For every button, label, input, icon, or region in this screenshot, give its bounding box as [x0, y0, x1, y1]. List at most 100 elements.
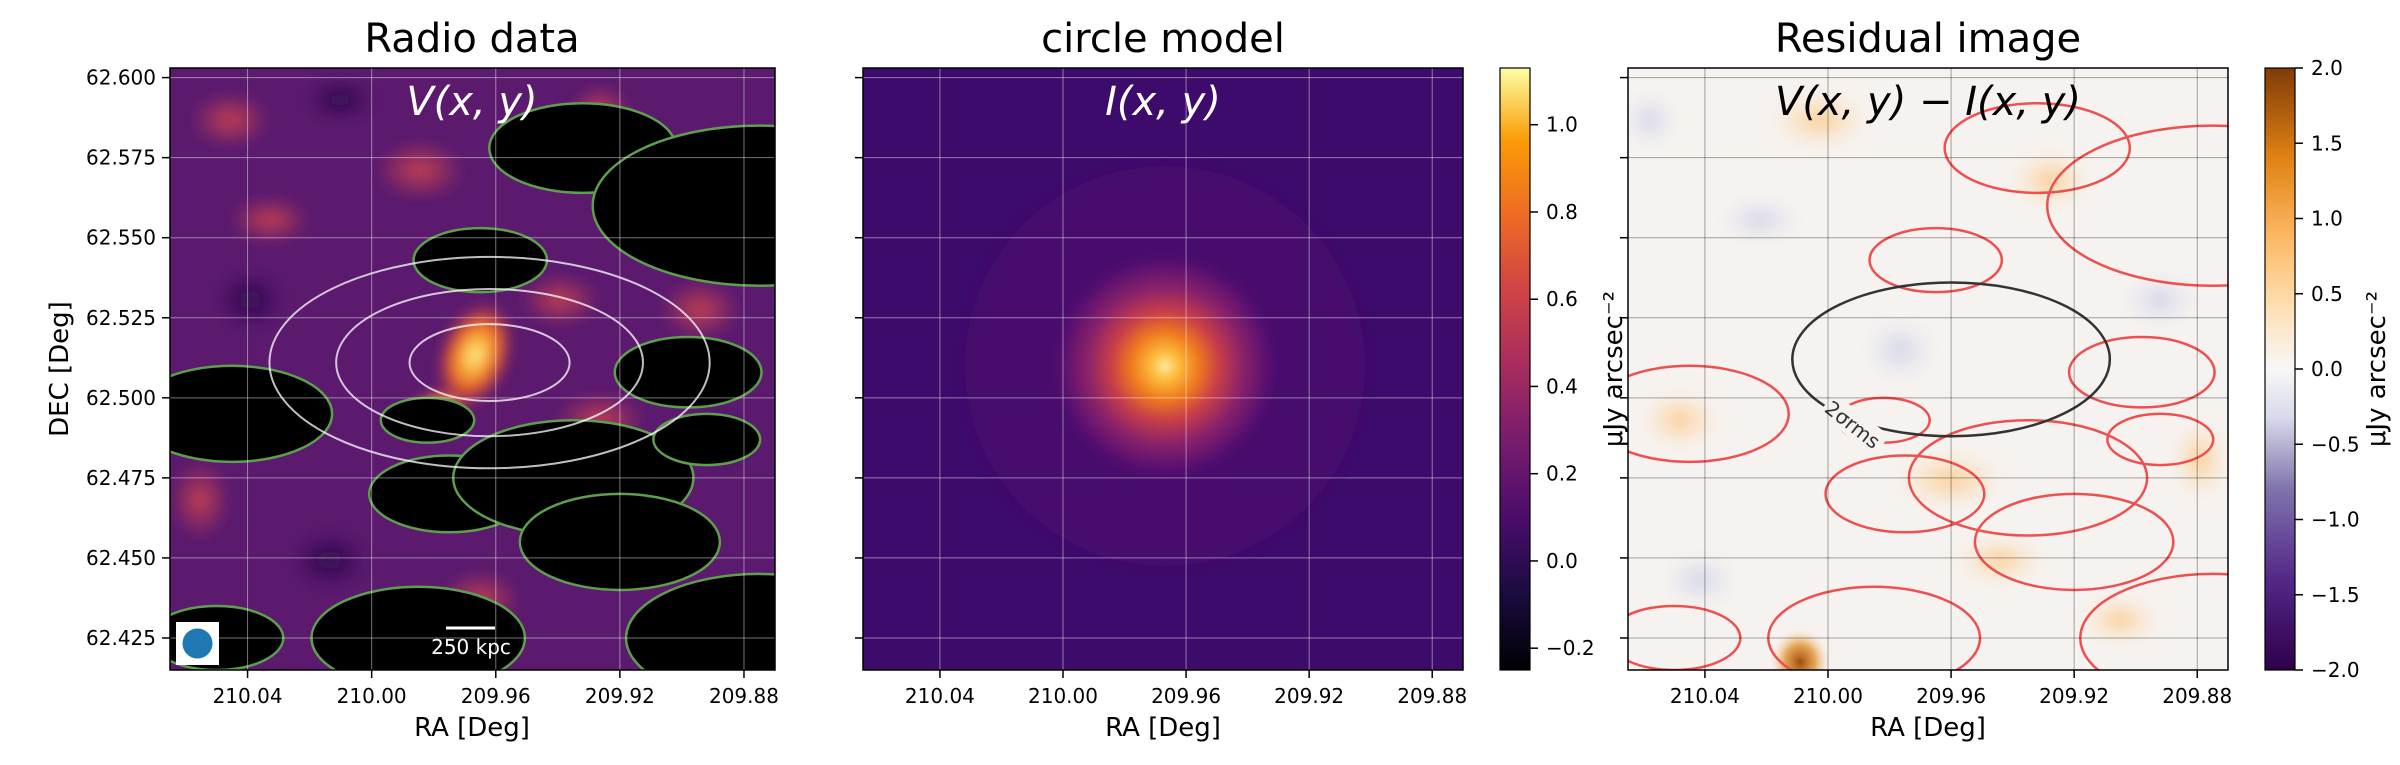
colorbar-tick-label: 1.5 — [2311, 131, 2343, 155]
sigma-contour-circle — [1791, 281, 2112, 438]
panel2-title: circle model — [1041, 16, 1285, 62]
masked-source — [652, 412, 762, 467]
panel3-title: Residual image — [1775, 16, 2081, 62]
x-tick-label: 209.96 — [1151, 684, 1221, 708]
panel1-frame — [169, 67, 776, 671]
panel2-grid — [863, 68, 1463, 670]
panel1-x-label: RA [Deg] — [414, 713, 530, 743]
mask-contour — [1943, 101, 2132, 195]
colorbar-model: −0.2 0.0 0.2 0.4 0.6 0.8 1.0 — [1499, 67, 1595, 671]
mask-contour — [1628, 364, 1790, 464]
y-tick-label: 62.600 — [86, 66, 156, 90]
mask-contour — [1973, 492, 2175, 592]
x-tick-label: 210.00 — [1028, 684, 1098, 708]
colorbar-tick-label: 1.0 — [1546, 113, 1578, 137]
colorbar-tick-label: −1.0 — [2311, 508, 2360, 532]
colorbar-tick-label: 0.4 — [1546, 374, 1578, 398]
y-tick-label: 62.500 — [86, 386, 156, 410]
panel1-x-axis: 210.04 210.00 209.96 209.92 209.88 — [213, 670, 779, 708]
x-tick-label: 209.88 — [1397, 684, 1467, 708]
masked-source — [591, 124, 775, 287]
x-tick-label: 210.04 — [213, 684, 283, 708]
residual-hotspot — [1770, 628, 1830, 670]
y-tick-label: 62.575 — [86, 146, 156, 170]
panel2-y-ticks — [855, 76, 863, 639]
x-tick-label: 209.92 — [585, 684, 655, 708]
colorbar-tick-label: −2.0 — [2311, 658, 2360, 682]
mask-contour — [2106, 412, 2215, 467]
colorbar-residual: −2.0 −1.5 −1.0 −0.5 0.0 0.5 1.0 1.5 2.0 μJy arcs… — [2264, 56, 2392, 682]
x-tick-label: 209.96 — [461, 684, 531, 708]
x-tick-label: 210.00 — [1793, 684, 1863, 708]
panel3-x-axis: 210.04 210.00 209.96 209.92 209.88 — [1670, 670, 2232, 708]
x-tick-label: 210.04 — [1670, 684, 1740, 708]
mask-contour — [1868, 226, 2004, 294]
contour-ring — [335, 287, 644, 438]
masked-source — [310, 585, 527, 670]
masked-source — [613, 335, 763, 409]
x-tick-label: 210.00 — [337, 684, 407, 708]
panel1-grid — [170, 68, 775, 670]
sigma-label-knockout — [1818, 392, 1890, 457]
colorbar-tick-label: −0.5 — [2311, 432, 2360, 456]
contour-ring — [268, 255, 711, 470]
colorbar-tick-label: 1.0 — [2311, 207, 2343, 231]
y-tick-label: 62.450 — [86, 546, 156, 570]
colorbar-model-ticks: −0.2 0.0 0.2 0.4 0.6 0.8 1.0 — [1530, 113, 1595, 660]
panel2-x-axis: 210.04 210.00 209.96 209.92 209.88 — [905, 670, 1467, 708]
y-tick-label: 62.425 — [86, 626, 156, 650]
y-tick-label: 62.525 — [86, 306, 156, 330]
panel1-annotation: V(x, y) — [406, 79, 537, 125]
model-emission — [1045, 246, 1285, 486]
x-tick-label: 209.96 — [1916, 684, 1986, 708]
residual-fluctuations — [1628, 90, 2228, 645]
panel1-y-label: DEC [Deg] — [45, 301, 75, 437]
contour-ring — [408, 323, 571, 403]
panel1-y-axis: 62.425 62.450 62.475 62.500 62.525 62.550 62.5… — [86, 66, 170, 650]
colorbar-residual-gradient — [2264, 67, 2296, 671]
masked-source — [379, 396, 476, 444]
colorbar-tick-label: −0.2 — [1546, 636, 1595, 660]
colorbar-tick-label: 2.0 — [2311, 56, 2343, 80]
beam-ellipse-icon — [182, 628, 213, 659]
mask-contour — [2079, 572, 2228, 670]
scale-bar: 250 kpc — [431, 626, 511, 659]
masked-source — [624, 572, 775, 670]
colorbar-tick-label: −1.5 — [2311, 583, 2360, 607]
panel3-frame — [1627, 67, 2229, 671]
panel3-grid — [1628, 68, 2228, 670]
panel2-x-label: RA [Deg] — [1105, 713, 1221, 743]
panel2-annotation: I(x, y) — [1105, 79, 1221, 125]
masked-source — [170, 364, 334, 464]
mask-contour — [2067, 335, 2216, 409]
x-tick-label: 209.92 — [2039, 684, 2109, 708]
scale-bar-label: 250 kpc — [431, 635, 511, 659]
beam-marker — [176, 622, 219, 665]
masked-source — [518, 492, 722, 592]
masked-point-sources — [170, 101, 775, 670]
mask-contour — [1907, 418, 2149, 537]
colorbar-tick-label: 0.0 — [1546, 549, 1578, 573]
mask-contour — [1767, 585, 1982, 670]
panel2-frame — [862, 67, 1464, 671]
y-tick-label: 62.475 — [86, 466, 156, 490]
colorbar-residual-label: μJy arcsec⁻² — [2362, 291, 2392, 447]
panel3-y-label: μJy arcsec⁻² — [1599, 291, 1629, 447]
y-tick-label: 62.550 — [86, 226, 156, 250]
panel1-title: Radio data — [364, 16, 579, 62]
x-tick-label: 209.88 — [2162, 684, 2232, 708]
source-contour-rings — [268, 255, 711, 470]
x-tick-label: 210.04 — [905, 684, 975, 708]
panel-circle-model: circle model I(x, y) 210.04 210.00 209.96 2… — [855, 16, 1595, 743]
colorbar-tick-label: 0.5 — [2311, 282, 2343, 306]
panel-radio-data: Radio data — [45, 16, 779, 743]
x-tick-label: 209.88 — [709, 684, 779, 708]
panel3-x-label: RA [Deg] — [1870, 713, 1986, 743]
colorbar-tick-label: 0.2 — [1546, 462, 1578, 486]
colorbar-residual-ticks: −2.0 −1.5 −1.0 −0.5 0.0 0.5 1.0 1.5 2.0 — [2295, 56, 2360, 682]
mask-contour — [1824, 454, 1986, 534]
x-tick-label: 209.92 — [1274, 684, 1344, 708]
colorbar-model-gradient — [1499, 67, 1531, 671]
mask-contour — [2046, 124, 2228, 287]
